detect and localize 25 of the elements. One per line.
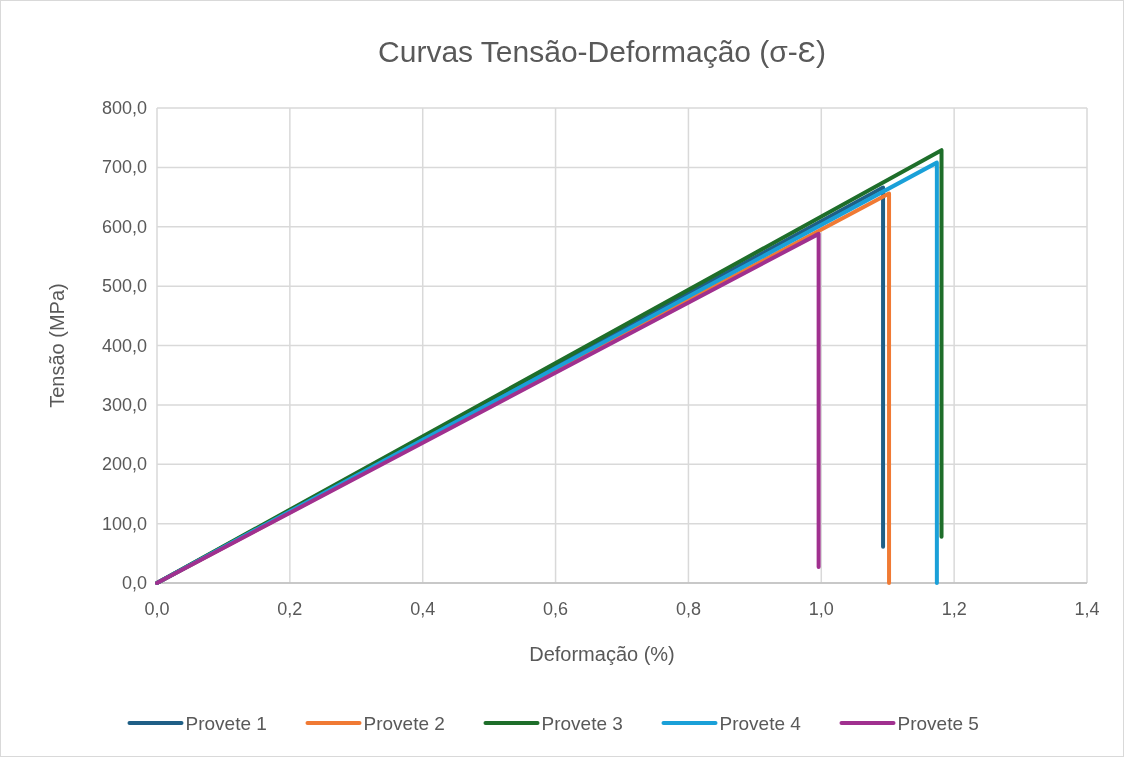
x-tick-label: 1,4 xyxy=(1074,599,1100,619)
y-tick-label: 800,0 xyxy=(101,98,147,118)
y-tick-label: 0,0 xyxy=(121,573,147,593)
chart-title: Curvas Tensão-Deformação (σ-Ɛ) xyxy=(378,35,826,68)
legend-label: Provete 4 xyxy=(719,713,802,734)
x-tick-label: 1,2 xyxy=(941,599,967,619)
legend-label: Provete 3 xyxy=(541,713,623,734)
y-tick-label: 200,0 xyxy=(101,454,147,475)
x-tick-label: 0,6 xyxy=(543,599,569,619)
y-tick-label: 100,0 xyxy=(101,513,147,534)
x-tick-label: 0,2 xyxy=(277,599,303,619)
y-tick-label: 500,0 xyxy=(101,276,147,297)
y-tick-label: 400,0 xyxy=(101,335,147,356)
x-tick-label: 0,4 xyxy=(410,599,436,619)
legend-label: Provete 2 xyxy=(363,713,445,734)
y-tick-label: 700,0 xyxy=(101,157,147,178)
x-tick-label: 0,0 xyxy=(144,599,170,619)
x-tick-label: 1,0 xyxy=(808,599,834,619)
y-tick-label: 300,0 xyxy=(101,394,147,415)
x-axis-title: Deformação (%) xyxy=(529,643,675,665)
legend-label: Provete 1 xyxy=(185,713,267,734)
y-tick-label: 600,0 xyxy=(101,216,147,237)
x-tick-label: 0,8 xyxy=(675,599,701,619)
legend-label: Provete 5 xyxy=(897,713,979,734)
y-axis-title: Tensão (MPa) xyxy=(46,283,68,408)
